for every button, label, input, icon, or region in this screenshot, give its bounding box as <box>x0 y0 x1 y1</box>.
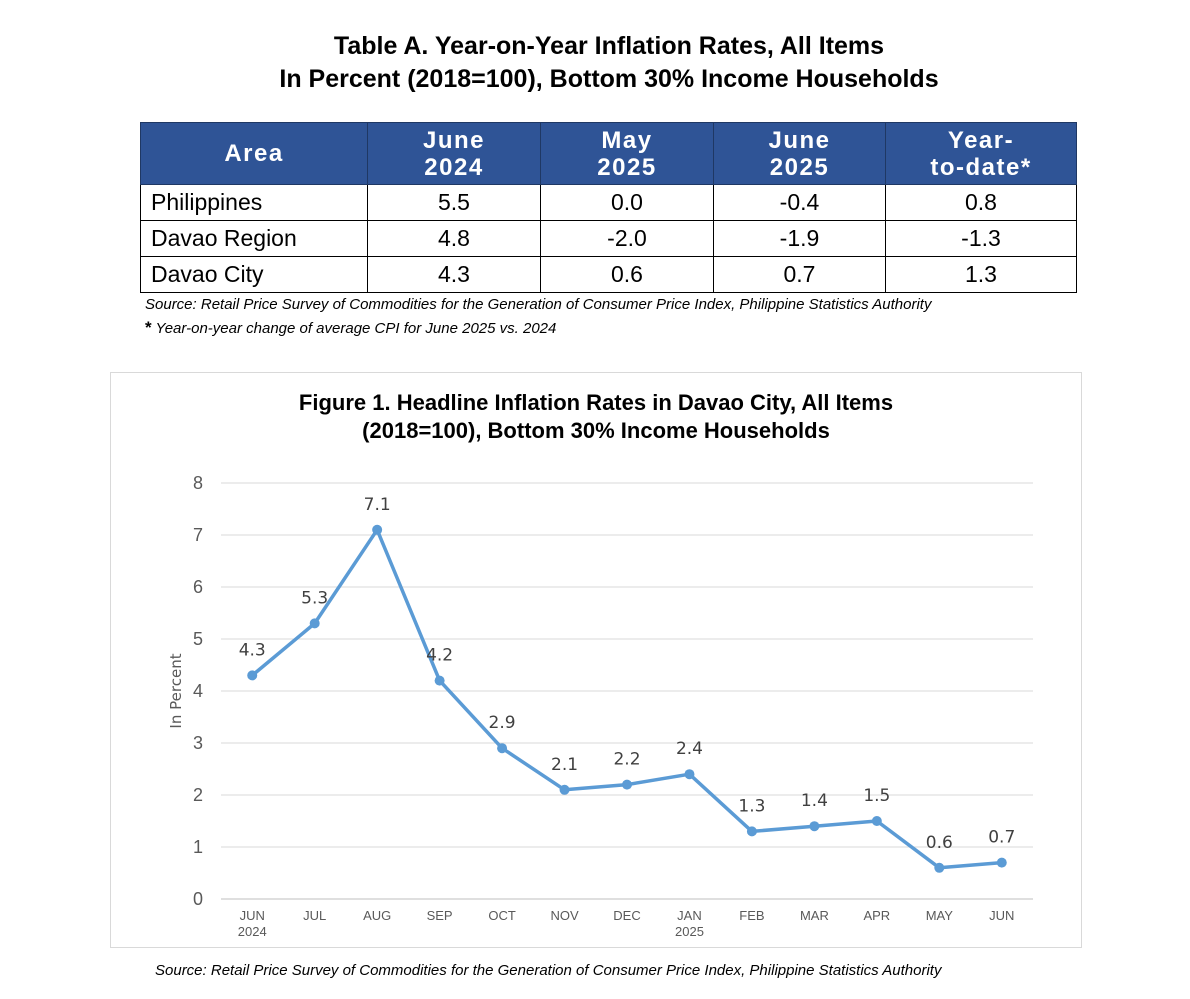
chart-title-line1: Figure 1. Headline Inflation Rates in Da… <box>298 390 894 415</box>
table-footnote: * Year-on-year change of average CPI for… <box>145 318 556 338</box>
x-tick-sublabel: 2024 <box>238 924 267 939</box>
header-june-2024: June 2024 <box>367 122 541 185</box>
y-tick-label: 4 <box>193 681 203 701</box>
series-line <box>250 528 1004 870</box>
cell-area: Davao Region <box>140 220 368 257</box>
data-point <box>746 826 757 837</box>
data-point <box>934 862 945 873</box>
data-label: 4.2 <box>426 646 453 666</box>
cell-value: -2.0 <box>540 220 714 257</box>
cell-value: 1.3 <box>885 256 1077 293</box>
y-tick-label: 6 <box>193 577 203 597</box>
data-point <box>497 743 508 754</box>
cell-area: Davao City <box>140 256 368 293</box>
header-area: Area <box>140 122 368 185</box>
data-point <box>871 816 882 826</box>
data-label: 1.3 <box>738 796 765 816</box>
x-tick-label: FEB <box>739 908 764 923</box>
cell-value: 4.3 <box>367 256 541 293</box>
table-row: Davao City 4.3 0.6 0.7 1.3 <box>140 256 1077 293</box>
x-tick-label: MAY <box>926 908 954 923</box>
data-point <box>996 857 1007 868</box>
data-point <box>622 779 632 790</box>
data-label: 4.3 <box>239 640 266 660</box>
x-tick-label: APR <box>863 908 890 923</box>
x-tick-label: JAN <box>677 908 702 923</box>
x-tick-label: NOV <box>550 908 579 923</box>
table-source-note: Source: Retail Price Survey of Commoditi… <box>145 296 932 313</box>
x-tick-label: SEP <box>427 908 453 923</box>
cell-value: -1.9 <box>713 220 886 257</box>
cell-value: -0.4 <box>713 184 886 221</box>
cell-value: 0.6 <box>540 256 714 293</box>
table-row: Philippines 5.5 0.0 -0.4 0.8 <box>140 184 1077 221</box>
x-tick-label: MAR <box>800 908 829 923</box>
x-tick-label: OCT <box>488 908 515 923</box>
y-tick-label: 8 <box>193 473 203 493</box>
cell-value: -1.3 <box>885 220 1077 257</box>
data-label: 2.1 <box>551 755 578 775</box>
data-point <box>809 821 820 832</box>
data-point <box>247 670 258 681</box>
cell-value: 0.8 <box>885 184 1077 221</box>
chart-source-note: Source: Retail Price Survey of Commoditi… <box>155 962 942 979</box>
footnote-mark: * <box>145 318 152 337</box>
x-tick-label: JUL <box>303 908 326 923</box>
cell-value: 4.8 <box>367 220 541 257</box>
cell-value: 0.7 <box>713 256 886 293</box>
y-tick-label: 0 <box>193 889 203 909</box>
y-tick-label: 7 <box>193 525 203 545</box>
y-tick-label: 5 <box>193 629 203 649</box>
cell-area: Philippines <box>140 184 368 221</box>
y-tick-label: 3 <box>193 733 203 753</box>
data-label: 1.5 <box>863 786 890 806</box>
data-label: 2.9 <box>489 713 516 733</box>
header-year-to-date: Year- to-date* <box>885 122 1077 185</box>
data-label: 1.4 <box>801 791 828 811</box>
x-tick-label: JUN <box>240 908 265 923</box>
table-title-line2: In Percent (2018=100), Bottom 30% Income… <box>279 65 939 93</box>
inflation-table: Area June 2024 May 2025 June 2025 Year- … <box>140 122 1077 293</box>
data-label: 0.6 <box>926 833 953 853</box>
footnote-text: Year-on-year change of average CPI for J… <box>151 320 557 337</box>
x-tick-label: AUG <box>363 908 391 923</box>
data-label: 5.3 <box>301 588 328 608</box>
x-tick-sublabel: 2025 <box>675 924 704 939</box>
cell-value: 0.0 <box>540 184 714 221</box>
chart-title-line2: (2018=100), Bottom 30% Income Households <box>362 418 830 443</box>
data-label: 0.7 <box>988 828 1015 848</box>
data-point <box>434 675 445 686</box>
table-title-line1: Table A. Year-on-Year Inflation Rates, A… <box>333 32 885 60</box>
data-point <box>372 524 383 535</box>
y-axis-label: In Percent <box>167 653 185 728</box>
data-label: 2.4 <box>676 739 703 759</box>
x-tick-label: JUN <box>989 908 1014 923</box>
chart-panel: Figure 1. Headline Inflation Rates in Da… <box>110 372 1082 948</box>
table-title: Table A. Year-on-Year Inflation Rates, A… <box>0 30 1190 96</box>
data-point <box>309 618 320 629</box>
data-point <box>559 784 570 795</box>
x-tick-label: DEC <box>613 908 640 923</box>
data-point <box>684 769 695 780</box>
table-row: Davao Region 4.8 -2.0 -1.9 -1.3 <box>140 220 1077 257</box>
header-june-2025: June 2025 <box>713 122 886 185</box>
chart-title: Figure 1. Headline Inflation Rates in Da… <box>111 389 1081 445</box>
data-label: 7.1 <box>364 495 391 515</box>
table-header-row: Area June 2024 May 2025 June 2025 Year- … <box>140 122 1077 185</box>
cell-value: 5.5 <box>367 184 541 221</box>
y-tick-label: 1 <box>193 837 203 857</box>
data-label: 2.2 <box>613 750 640 770</box>
y-tick-label: 2 <box>193 785 203 805</box>
header-may-2025: May 2025 <box>540 122 714 185</box>
